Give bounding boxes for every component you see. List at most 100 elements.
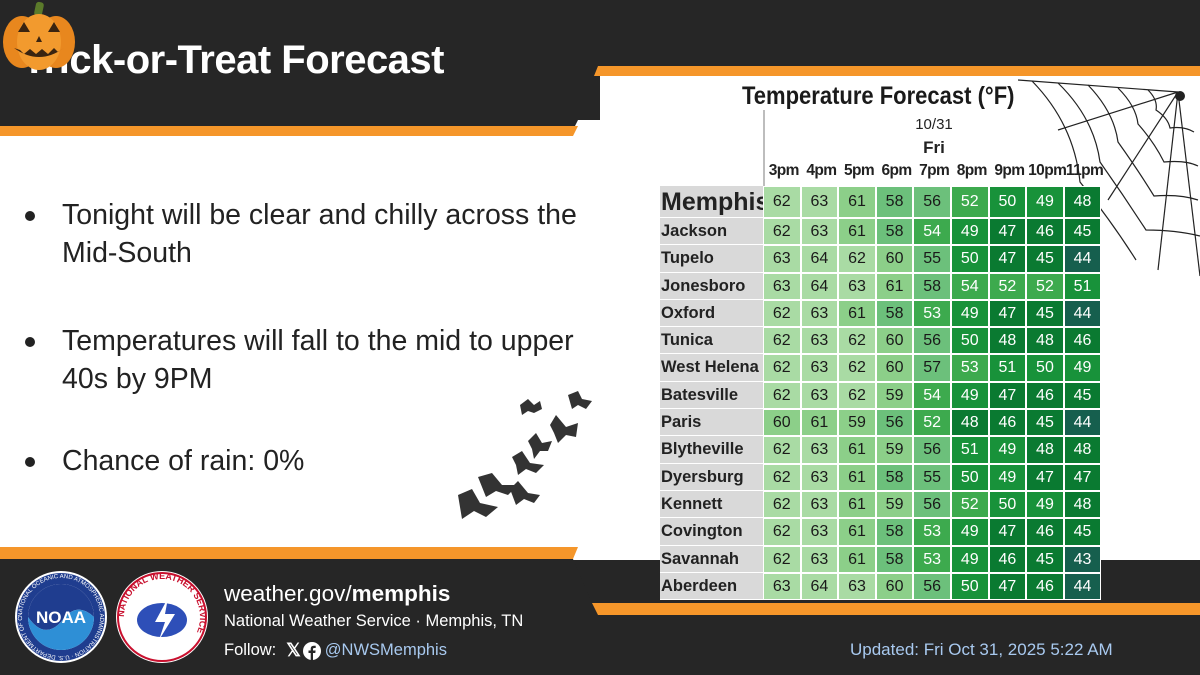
temperature-cell: 52: [913, 409, 951, 437]
table-row: Dyersburg 62 63 61 58 55 50 49 47 47: [660, 463, 1102, 491]
temperature-cell: 63: [800, 463, 839, 491]
hour-label: 5pm: [843, 162, 875, 179]
site-link[interactable]: weather.gov/memphis: [224, 581, 451, 606]
temperature-cell: 62: [838, 354, 876, 382]
bullet-temperatures: Temperatures will fall to the mid to upp…: [20, 322, 580, 398]
temperature-cell: 62: [838, 245, 876, 273]
temperature-table: Memphis 62 63 61 58 56 52 50 49 48 Jackson 62 63 61 58…: [660, 186, 1102, 601]
temperature-cell: 58: [875, 299, 914, 328]
temperature-cell: 50: [950, 327, 989, 355]
hour-label: 3pm: [768, 162, 800, 179]
chart-date: 10/31: [915, 116, 953, 133]
temperature-cell: 62: [763, 518, 801, 546]
city-label: Kennett: [660, 490, 763, 519]
temperature-cell: 59: [875, 381, 914, 410]
table-row: Paris 60 61 59 56 52 48 46 45 44: [660, 409, 1102, 437]
temperature-cell: 45: [1026, 409, 1064, 437]
social-handle-link[interactable]: @NWSMemphis: [324, 641, 447, 659]
chart-title: Temperature Forecast (°F): [742, 82, 1015, 110]
temperature-cell: 50: [950, 572, 989, 601]
table-row: Jackson 62 63 61 58 54 49 47 46 45: [660, 218, 1102, 246]
temperature-cell: 62: [763, 463, 801, 491]
updated-timestamp: Updated: Fri Oct 31, 2025 5:22 AM: [850, 640, 1113, 659]
hour-label: 11pm: [1065, 162, 1104, 179]
x-logo-icon[interactable]: 𝕏: [286, 640, 301, 660]
temperature-cell: 49: [988, 436, 1027, 464]
temperature-cell: 49: [1026, 186, 1064, 218]
temperature-cell: 56: [913, 436, 951, 464]
temperature-cell: 64: [800, 572, 839, 601]
temperature-cell: 56: [913, 572, 951, 601]
temperature-cell: 44: [1063, 409, 1102, 437]
temperature-cell: 63: [800, 354, 839, 382]
city-label: Jackson: [660, 218, 763, 246]
temperature-cell: 44: [1063, 299, 1102, 328]
temperature-cell: 55: [913, 463, 951, 491]
temperature-cell: 58: [875, 463, 914, 491]
temperature-cell: 52: [950, 186, 989, 218]
city-label: Dyersburg: [660, 463, 763, 491]
temperature-cell: 47: [988, 218, 1027, 246]
city-label: Oxford: [660, 299, 763, 328]
hour-label: 7pm: [919, 162, 950, 179]
temperature-cell: 59: [875, 490, 914, 519]
temperature-cell: 54: [913, 218, 951, 246]
table-row: Tunica 62 63 62 60 56 50 48 48 46: [660, 327, 1102, 355]
temperature-cell: 46: [988, 545, 1027, 573]
temperature-cell: 61: [838, 218, 876, 246]
table-row: Memphis 62 63 61 58 56 52 50 49 48: [660, 186, 1102, 218]
temperature-cell: 52: [1026, 272, 1064, 300]
temperature-cell: 61: [838, 186, 876, 218]
temperature-cell: 64: [800, 272, 839, 300]
temperature-cell: 62: [763, 218, 801, 246]
table-row: Blytheville 62 63 61 59 56 51 49 48 48: [660, 436, 1102, 464]
temperature-cell: 54: [913, 381, 951, 410]
temperature-cell: 46: [1026, 572, 1064, 601]
facebook-icon[interactable]: [302, 641, 321, 660]
city-label: Paris: [660, 409, 763, 437]
temperature-cell: 56: [875, 409, 914, 437]
table-row: Oxford 62 63 61 58 53 49 47 45 44: [660, 299, 1102, 328]
temperature-cell: 47: [988, 381, 1027, 410]
nws-logo: NATIONAL WEATHER SERVICE: [116, 571, 208, 663]
bullet-dot: [25, 457, 35, 467]
temperature-cell: 63: [800, 186, 839, 218]
temperature-cell: 46: [1026, 218, 1064, 246]
header-band: Trick-or-Treat Forecast: [0, 0, 1200, 140]
noaa-logo: NOAA NATIONAL OCEANIC AND ATMOSPHERIC AD…: [14, 570, 107, 663]
page-title: Trick-or-Treat Forecast: [22, 38, 445, 82]
temperature-cell: 63: [763, 245, 801, 273]
temperature-cell: 47: [988, 299, 1027, 328]
temperature-cell: 48: [950, 409, 989, 437]
temperature-cell: 44: [1063, 245, 1102, 273]
temperature-cell: 63: [800, 218, 839, 246]
table-row: West Helena 62 63 62 60 57 53 51 50 49: [660, 354, 1102, 382]
city-label: Blytheville: [660, 436, 763, 464]
hour-label: 9pm: [994, 162, 1025, 179]
temperature-cell: 48: [988, 327, 1027, 355]
temperature-cell: 60: [875, 572, 914, 601]
temperature-cell: 63: [838, 272, 876, 300]
spider-web-icon: [1018, 79, 1200, 277]
temperature-cell: 62: [763, 354, 801, 382]
temperature-cell: 48: [1063, 436, 1102, 464]
temperature-cell: 62: [763, 545, 801, 573]
temperature-cell: 50: [1026, 354, 1064, 382]
table-row: Savannah 62 63 61 58 53 49 46 45 43: [660, 545, 1102, 573]
temperature-cell: 45: [1063, 381, 1102, 410]
temperature-cell: 45: [1026, 299, 1064, 328]
temperature-cell: 47: [988, 572, 1027, 601]
temperature-cell: 61: [838, 518, 876, 546]
temperature-cell: 45: [1026, 245, 1064, 273]
temperature-cell: 50: [988, 490, 1027, 519]
temperature-cell: 61: [838, 436, 876, 464]
temperature-cell: 62: [763, 327, 801, 355]
temperature-cell: 63: [800, 299, 839, 328]
chart-day: Fri: [923, 138, 945, 157]
temperature-cell: 56: [913, 186, 951, 218]
temperature-cell: 46: [1026, 518, 1064, 546]
temperature-cell: 53: [913, 545, 951, 573]
table-row: Tupelo 63 64 62 60 55 50 47 45 44: [660, 245, 1102, 273]
bullet-dot: [25, 211, 35, 221]
temperature-cell: 47: [1026, 463, 1064, 491]
